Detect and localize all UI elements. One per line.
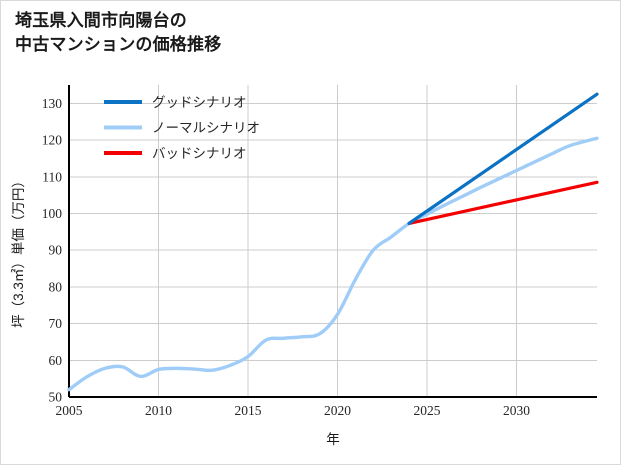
y-axis-title: 坪（3.3㎡）単価（万円） [11, 174, 26, 328]
y-tick-label: 80 [49, 279, 63, 294]
x-axis-title: 年 [326, 432, 340, 447]
legend-label-normal: ノーマルシナリオ [152, 121, 260, 136]
legend-label-bad: バッドシナリオ [152, 146, 247, 161]
y-tick-label: 110 [42, 169, 62, 184]
axis-lines [68, 85, 597, 398]
gridlines [68, 85, 597, 398]
y-tick-label: 60 [49, 353, 63, 368]
x-tick-label: 2010 [145, 403, 172, 418]
y-tick-label: 100 [42, 206, 63, 221]
x-axis-tick-labels: 2005 2010 2015 2020 2025 2030 [56, 403, 531, 418]
y-tick-label: 50 [49, 390, 63, 405]
data-series-layer [67, 92, 599, 392]
page-title: 埼玉県入間市向陽台の 中古マンションの価格推移 [15, 11, 222, 55]
y-tick-label: 70 [49, 316, 63, 331]
series-line-normal [67, 136, 599, 392]
x-tick-label: 2025 [413, 403, 440, 418]
y-tick-label: 90 [49, 243, 63, 258]
series-line-good [407, 92, 599, 225]
x-tick-label: 2005 [56, 403, 83, 418]
series-line-bad [407, 180, 599, 225]
x-tick-label: 2015 [234, 403, 261, 418]
y-tick-label: 120 [42, 133, 63, 148]
y-axis-tick-labels: 50 60 70 80 90 100 110 120 130 [42, 96, 63, 405]
y-tick-label: 130 [42, 96, 63, 111]
legend-label-good: グッドシナリオ [152, 95, 247, 110]
x-tick-label: 2030 [503, 403, 530, 418]
x-tick-label: 2020 [324, 403, 351, 418]
